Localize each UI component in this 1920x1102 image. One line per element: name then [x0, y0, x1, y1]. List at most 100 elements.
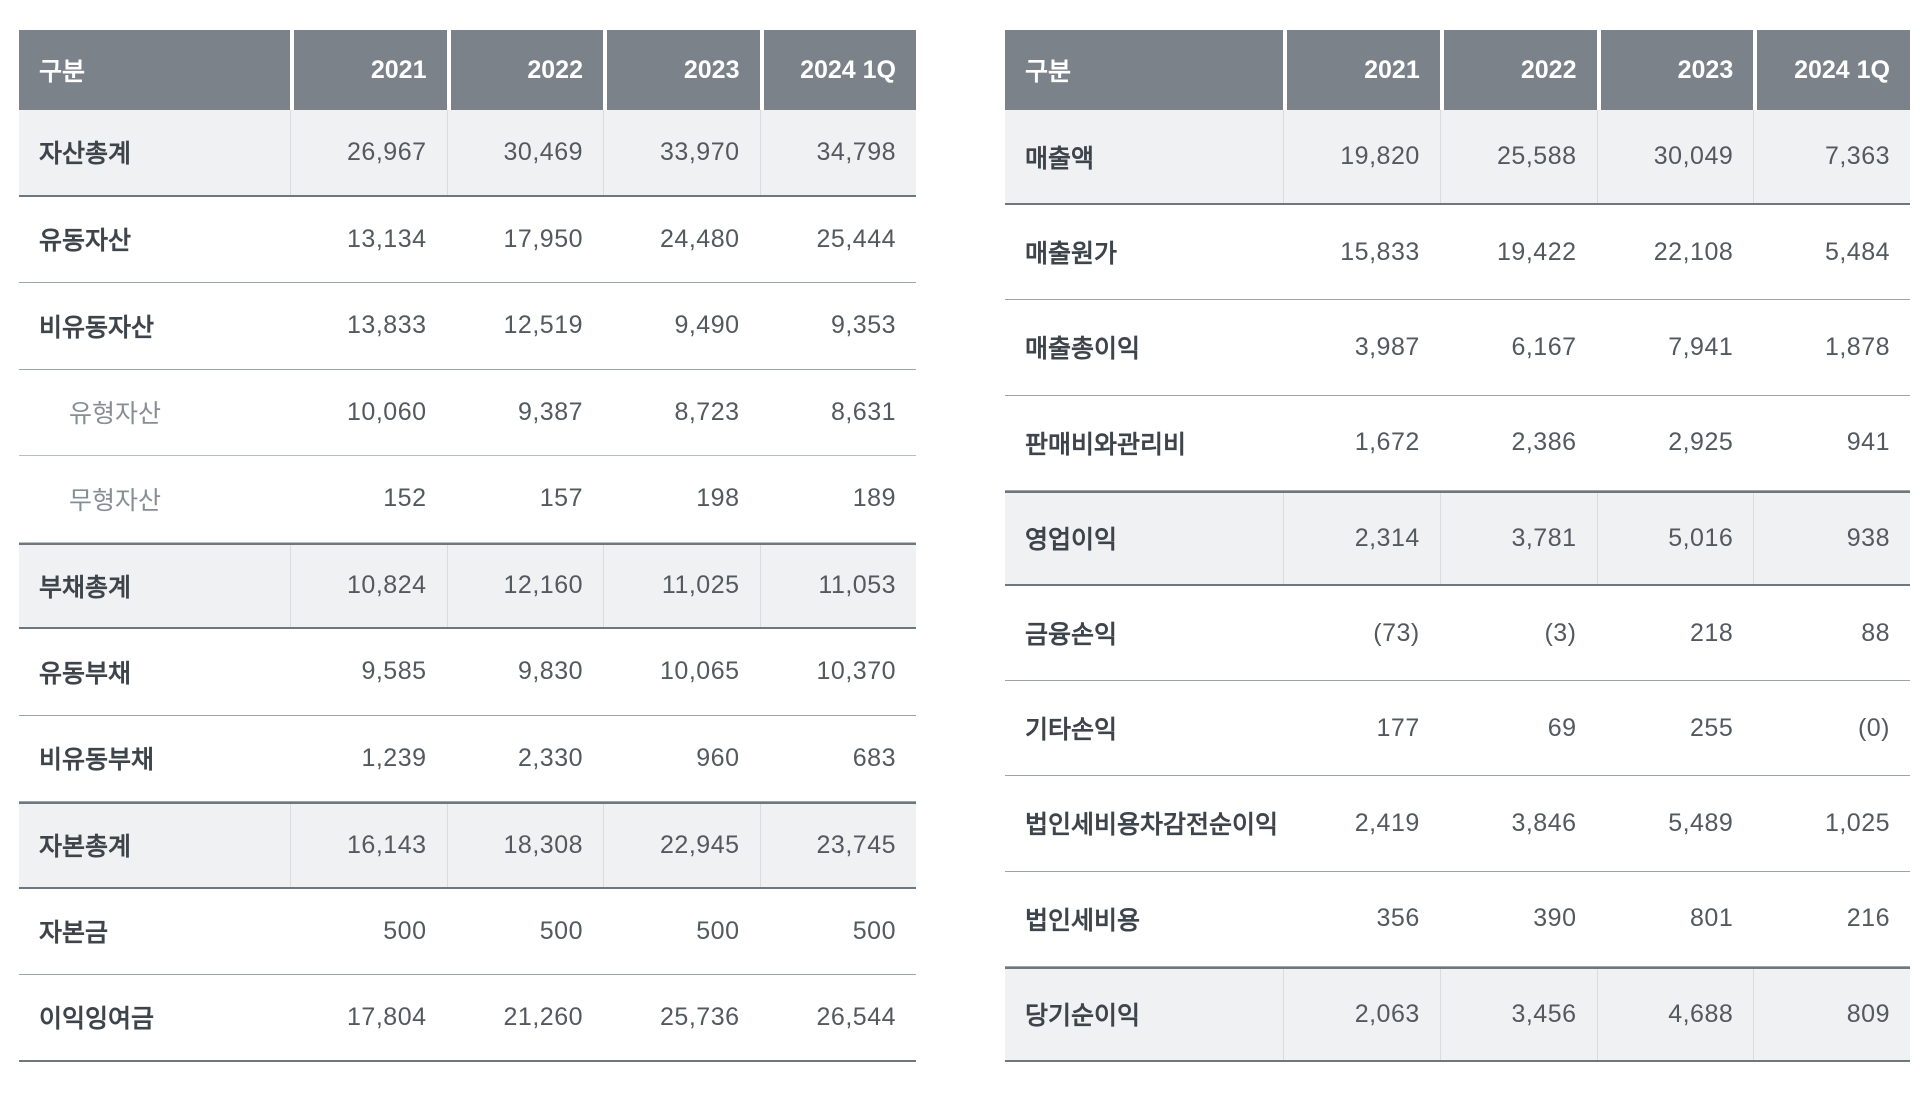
cell-value: 5,489: [1668, 808, 1734, 837]
cell-value: 7,941: [1668, 332, 1734, 361]
cell-value: 157: [539, 484, 583, 513]
cell-value: 198: [696, 484, 740, 513]
cell-value: (0): [1857, 713, 1890, 742]
cell-value: 1,025: [1824, 808, 1890, 837]
cell-value: 19,422: [1497, 237, 1577, 266]
cell-value: 801: [1690, 904, 1734, 933]
table-row: 자본금 500 500 500 500: [19, 888, 916, 975]
table-row: 금융손익 (73) (3) 218 88: [1005, 585, 1910, 682]
cell-value: 390: [1533, 904, 1577, 933]
cell-value: 941: [1846, 428, 1890, 457]
cell-value: 25,736: [660, 1002, 740, 1031]
table-row: 자본총계 16,143 18,308 22,945 23,745: [19, 802, 916, 889]
table-row: 매출액 19,820 25,588 30,049 7,363: [1005, 110, 1910, 206]
column-header-year: 2024 1Q: [1753, 30, 1910, 110]
cell-value: 10,060: [347, 397, 427, 426]
cell-value: 255: [1690, 713, 1734, 742]
table-row: 영업이익 2,314 3,781 5,016 938: [1005, 490, 1910, 586]
cell-value: 2,314: [1283, 492, 1440, 584]
cell-value: 4,688: [1596, 968, 1754, 1060]
cell-value: 9,387: [517, 397, 583, 426]
cell-value: 2,419: [1354, 808, 1420, 837]
row-label: 유동부채: [39, 659, 132, 688]
cell-value: 33,970: [603, 110, 760, 195]
cell-value: 26,967: [290, 110, 447, 195]
table-row: 당기순이익 2,063 3,456 4,688 809: [1005, 966, 1910, 1062]
row-label: 매출총이익: [1025, 335, 1141, 364]
cell-value: 25,444: [816, 224, 896, 253]
row-label: 이익잉여금: [39, 1005, 155, 1034]
table-row: 자산총계 26,967 30,469 33,970 34,798: [19, 110, 916, 197]
table-row: 유형자산 10,060 9,387 8,723 8,631: [19, 369, 916, 456]
row-label: 비유동부채: [39, 746, 155, 775]
cell-value: 30,469: [446, 110, 604, 195]
cell-value: 500: [539, 916, 583, 945]
row-label: 금융손익: [1025, 621, 1118, 650]
cell-value: 1,672: [1354, 428, 1420, 457]
row-label: 법인세비용차감전순이익: [1025, 811, 1279, 840]
cell-value: 8,723: [674, 397, 740, 426]
cell-value: 13,134: [347, 224, 427, 253]
row-label: 자산총계: [39, 140, 132, 169]
cell-value: 25,588: [1439, 110, 1597, 204]
cell-value: 152: [383, 484, 427, 513]
row-label: 기타손익: [1025, 716, 1118, 745]
table-row: 무형자산 152 157 198 189: [19, 456, 916, 543]
column-header-year: 2022: [446, 30, 603, 110]
cell-value: 9,830: [517, 657, 583, 686]
table-body: 자산총계 26,967 30,469 33,970 34,798 유동자산 13,134 17…: [19, 110, 916, 1062]
cell-value: 500: [383, 916, 427, 945]
cell-value: 11,025: [603, 544, 760, 627]
cell-value: 16,143: [290, 804, 447, 887]
cell-value: 500: [696, 916, 740, 945]
row-label: 판매비와관리비: [1025, 430, 1187, 459]
balance-sheet-table: 구분 2021 2022 2023 2024 1Q 자산총계 26,967 30,469 33,…: [19, 30, 916, 1062]
cell-value: 13,833: [347, 311, 427, 340]
column-header-year: 2021: [1283, 30, 1440, 110]
table-row: 비유동자산 13,833 12,519 9,490 9,353: [19, 283, 916, 370]
cell-value: 3,456: [1439, 968, 1597, 1060]
cell-value: 22,945: [603, 804, 760, 887]
row-label: 자본금: [39, 919, 109, 948]
row-label: 당기순이익: [1025, 1002, 1141, 1031]
cell-value: 9,585: [361, 657, 427, 686]
cell-value: 2,386: [1511, 428, 1577, 457]
cell-value: 15,833: [1340, 237, 1420, 266]
cell-value: 11,053: [759, 544, 917, 627]
row-label: 자본총계: [39, 833, 132, 862]
cell-value: 3,846: [1511, 808, 1577, 837]
income-statement-table: 구분 2021 2022 2023 2024 1Q 매출액 19,820 25,588 30,0…: [1005, 30, 1910, 1062]
cell-value: 69: [1547, 713, 1577, 742]
column-header-year: 2023: [603, 30, 760, 110]
cell-value: 218: [1690, 618, 1734, 647]
table-row: 유동자산 13,134 17,950 24,480 25,444: [19, 196, 916, 283]
table-header-row: 구분 2021 2022 2023 2024 1Q: [19, 30, 916, 110]
table-row: 유동부채 9,585 9,830 10,065 10,370: [19, 629, 916, 716]
row-label: 유형자산: [69, 400, 162, 429]
cell-value: 683: [852, 743, 896, 772]
cell-value: 30,049: [1596, 110, 1754, 204]
table-row: 판매비와관리비 1,672 2,386 2,925 941: [1005, 395, 1910, 491]
column-header-category: 구분: [19, 30, 290, 110]
cell-value: 1,239: [361, 743, 427, 772]
cell-value: 17,804: [347, 1002, 427, 1031]
cell-value: 2,330: [517, 743, 583, 772]
cell-value: 8,631: [830, 397, 896, 426]
cell-value: 26,544: [816, 1002, 896, 1031]
cell-value: 19,820: [1283, 110, 1440, 204]
row-label: 영업이익: [1025, 526, 1118, 555]
cell-value: 960: [696, 743, 740, 772]
table-row: 비유동부채 1,239 2,330 960 683: [19, 715, 916, 802]
row-label: 매출원가: [1025, 240, 1118, 269]
cell-value: 6,167: [1511, 332, 1577, 361]
cell-value: 12,519: [503, 311, 583, 340]
cell-value: 500: [852, 916, 896, 945]
cell-value: 10,370: [816, 657, 896, 686]
table-row: 법인세비용 356 390 801 216: [1005, 871, 1910, 967]
cell-value: 22,108: [1653, 237, 1734, 266]
cell-value: 809: [1753, 968, 1910, 1060]
cell-value: 216: [1846, 904, 1890, 933]
column-header-category: 구분: [1005, 30, 1283, 110]
cell-value: 24,480: [660, 224, 740, 253]
